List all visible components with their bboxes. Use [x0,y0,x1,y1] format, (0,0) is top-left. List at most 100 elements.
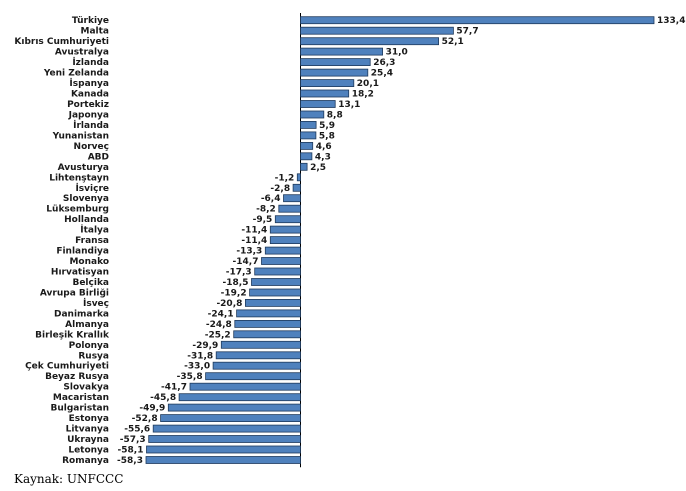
category-label: Almanya [65,320,109,330]
category-label: Türkiye [72,16,109,26]
category-label: Litvanya [66,425,109,435]
bar [152,424,301,433]
data-label: -11,4 [241,236,267,246]
category-label: Fransa [75,236,109,246]
category-label: İsviçre [75,183,109,194]
bar [300,89,350,98]
category-label: Norveç [74,142,109,152]
data-label: 5,9 [319,121,335,131]
data-label: -13,3 [236,247,262,257]
category-label: Beyaz Rusya [45,372,109,382]
bar [292,183,301,192]
bar [278,204,301,213]
data-label: 5,8 [319,131,335,141]
bar [283,194,301,203]
category-label: İrlanda [73,120,109,131]
data-label: -24,1 [208,309,234,319]
bar [300,16,655,25]
data-label: -57,3 [120,435,146,445]
data-label: 26,3 [373,58,395,68]
bar [189,382,301,391]
category-label: Slovakya [63,383,109,393]
bar [300,141,314,150]
category-label: Bulgaristan [50,404,109,414]
data-label: -58,1 [118,446,144,456]
data-label: 25,4 [371,69,393,79]
data-label: -17,3 [226,268,252,278]
category-label: Malta [81,27,110,37]
bar [300,100,336,108]
data-label: -45,8 [150,393,176,403]
data-label: 31,0 [386,48,408,58]
bar [269,225,301,234]
data-label: -49,9 [139,404,165,414]
category-label: ABD [88,152,109,162]
bar [274,215,301,224]
bar [234,319,301,328]
bar [178,393,301,402]
category-label: Hırvatisyan [51,268,109,278]
data-label: -35,8 [177,372,203,382]
category-label: Ukrayna [67,435,109,445]
data-label: -52,8 [132,414,158,424]
category-label: Kanada [71,90,109,100]
data-label: -9,5 [253,215,273,225]
category-label: İzlanda [72,57,109,68]
category-label: Portekiz [67,100,109,110]
bar [261,257,301,265]
category-label: Belçika [72,278,109,288]
category-label: Letonya [68,446,109,456]
data-label: -31,8 [187,351,213,361]
data-label: 57,7 [456,27,478,37]
data-label: -55,6 [124,425,150,435]
category-label: Rusya [78,351,109,361]
bar [251,278,301,286]
data-label: 133,4 [657,16,685,26]
data-label: -25,2 [205,330,231,340]
bar [212,361,302,370]
category-label: Kıbrıs Cumhuriyeti [14,37,109,47]
bar [300,162,308,171]
data-label: -11,4 [241,226,267,236]
bar [249,288,301,297]
bar [264,246,301,255]
data-label: -20,8 [216,299,242,309]
category-label: Avrupa Birliği [40,289,109,299]
bar [160,414,301,423]
bar [300,58,371,66]
bar-chart: Türkiye 133,4 Malta 57,7 Kıbrıs Cumhuriyeti 5… [14,13,685,468]
category-label: Danimarka [54,309,109,319]
category-label: Yunanistan [52,131,109,141]
bar [145,456,301,464]
bar [233,330,301,339]
data-label: -24,8 [206,320,232,330]
category-label: Lihtenştayn [49,173,109,183]
bar [300,26,454,35]
data-label: 18,2 [352,90,374,100]
bar [296,173,301,182]
category-label: Çek Cumhuriyeti [25,362,109,372]
bar [300,121,317,129]
bar [300,131,317,140]
data-label: -58,3 [117,456,143,466]
bar [300,68,369,77]
bar [244,298,301,307]
data-label: -19,2 [221,289,247,299]
bar [205,372,301,381]
category-label: İsveç [83,298,109,309]
category-label: Avusturya [58,163,109,173]
data-label: -29,9 [192,341,218,351]
bar [148,435,301,443]
data-label: -8,2 [256,205,276,215]
bar [300,152,313,161]
data-label: -1,2 [275,173,295,183]
category-label: Monako [69,257,109,267]
bar [146,445,301,454]
bar [300,37,440,46]
bar [300,79,355,87]
source-note: Kaynak: UNFCCC [14,472,124,486]
data-label: -33,0 [184,362,210,372]
category-label: Birleşik Krallık [35,330,110,340]
bar [269,236,301,245]
bar [167,403,301,412]
